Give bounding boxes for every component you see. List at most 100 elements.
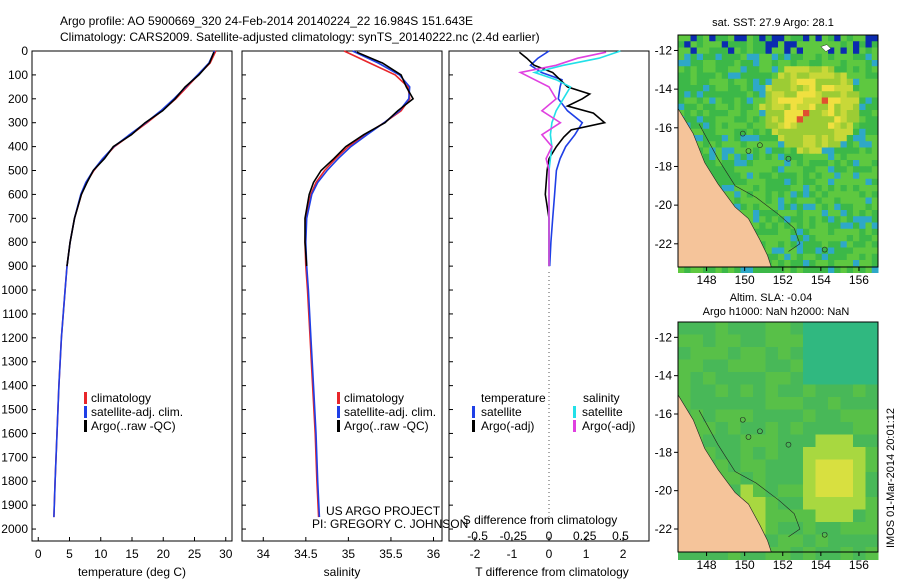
map-cell <box>746 266 754 273</box>
map-cell <box>840 185 848 192</box>
map-cell <box>846 210 854 217</box>
map-cell <box>803 66 810 73</box>
map-cell <box>728 72 735 80</box>
map-cell <box>690 91 698 98</box>
map-cell <box>759 203 766 211</box>
map-cell <box>809 253 816 261</box>
map-cell <box>715 110 723 117</box>
map-cell <box>865 153 873 161</box>
map-cell <box>709 116 716 123</box>
map-cell <box>728 172 735 180</box>
map-cell <box>803 103 810 111</box>
map-cell <box>740 147 748 155</box>
map-cell <box>853 409 866 423</box>
map-cell <box>834 135 841 142</box>
map-cell <box>684 85 691 92</box>
map-cell <box>778 78 785 86</box>
map-cell <box>834 197 841 205</box>
map-cell <box>853 447 866 460</box>
map-cell <box>840 91 848 98</box>
map-cell <box>728 41 735 48</box>
map-cell <box>803 397 816 410</box>
map-cell <box>834 253 841 261</box>
map-cell <box>778 216 785 223</box>
map-cell <box>690 35 698 42</box>
map-cell <box>790 534 804 548</box>
map-cell <box>809 72 816 80</box>
map-cell <box>703 141 710 148</box>
map-cell <box>778 85 785 92</box>
map-cell <box>828 66 835 73</box>
map-cell <box>828 266 835 273</box>
map-cell <box>803 153 810 161</box>
map-cell <box>790 185 798 192</box>
map-cell <box>765 153 773 161</box>
map-cell <box>703 72 710 80</box>
map-cell <box>821 266 829 273</box>
map-cell <box>746 216 754 223</box>
map-cell <box>709 166 716 173</box>
map-cell <box>871 128 879 136</box>
map-cell <box>840 128 848 136</box>
map-cell <box>865 41 873 48</box>
map-cell <box>821 160 829 167</box>
map-cell <box>778 97 785 105</box>
map-cell <box>840 197 848 205</box>
depth-axis: 0 100 200 300 400 500 600 700 800 900 1000 1100 1200… <box>1 44 453 536</box>
lat-tick-label: -22 <box>655 522 673 536</box>
map-cell <box>778 372 791 385</box>
map-cell <box>790 91 798 98</box>
map-cell <box>784 85 791 92</box>
map-cell <box>715 47 723 55</box>
map-cell <box>715 153 723 161</box>
map-cell <box>678 41 685 48</box>
map-cell <box>853 197 860 205</box>
map-cell <box>834 178 841 186</box>
map-cell <box>778 322 791 335</box>
map-cell <box>709 128 716 136</box>
reef-ring <box>739 416 746 423</box>
map-cell <box>796 260 804 267</box>
map-cell <box>809 116 816 123</box>
map-cell <box>815 260 823 267</box>
map-cell <box>715 103 723 111</box>
map-cell <box>803 85 810 92</box>
map-cell <box>828 472 841 485</box>
map-cell <box>840 472 854 485</box>
map-cell <box>771 153 779 161</box>
map-cell <box>796 110 804 117</box>
map-cell <box>853 203 860 211</box>
map-cell <box>865 359 879 373</box>
legend-swatch-satellite <box>337 406 340 418</box>
map-cell <box>821 53 829 61</box>
map-cell <box>778 91 785 98</box>
map-cell <box>809 222 816 230</box>
map-cell <box>828 459 841 473</box>
map-cell <box>803 53 810 61</box>
map-cell <box>871 160 879 167</box>
sla-map <box>677 322 879 560</box>
lat-tick-label: -12 <box>655 43 673 57</box>
map-cell <box>871 103 879 111</box>
map-cell <box>828 228 835 236</box>
map-cell <box>809 203 816 211</box>
map-cell <box>790 434 804 448</box>
map-cell <box>828 47 835 55</box>
map-cell <box>865 116 873 123</box>
map-cell <box>790 222 798 230</box>
map-cell <box>853 35 860 42</box>
map-cell <box>696 72 704 80</box>
map-cell <box>696 128 704 136</box>
map-cell <box>853 260 860 267</box>
map-cell <box>803 472 816 485</box>
reef-ring <box>785 441 792 448</box>
map-cell <box>840 116 848 123</box>
map-cell <box>853 228 860 236</box>
legend-label-climatology: climatology <box>91 391 151 405</box>
map-cell <box>840 334 854 348</box>
map-cell <box>703 53 710 61</box>
difference-legend: temperature salinity satellite Argo(-adj… <box>472 391 635 433</box>
map-cell <box>796 116 804 123</box>
map-cell <box>684 116 691 123</box>
map-cell <box>865 66 873 73</box>
